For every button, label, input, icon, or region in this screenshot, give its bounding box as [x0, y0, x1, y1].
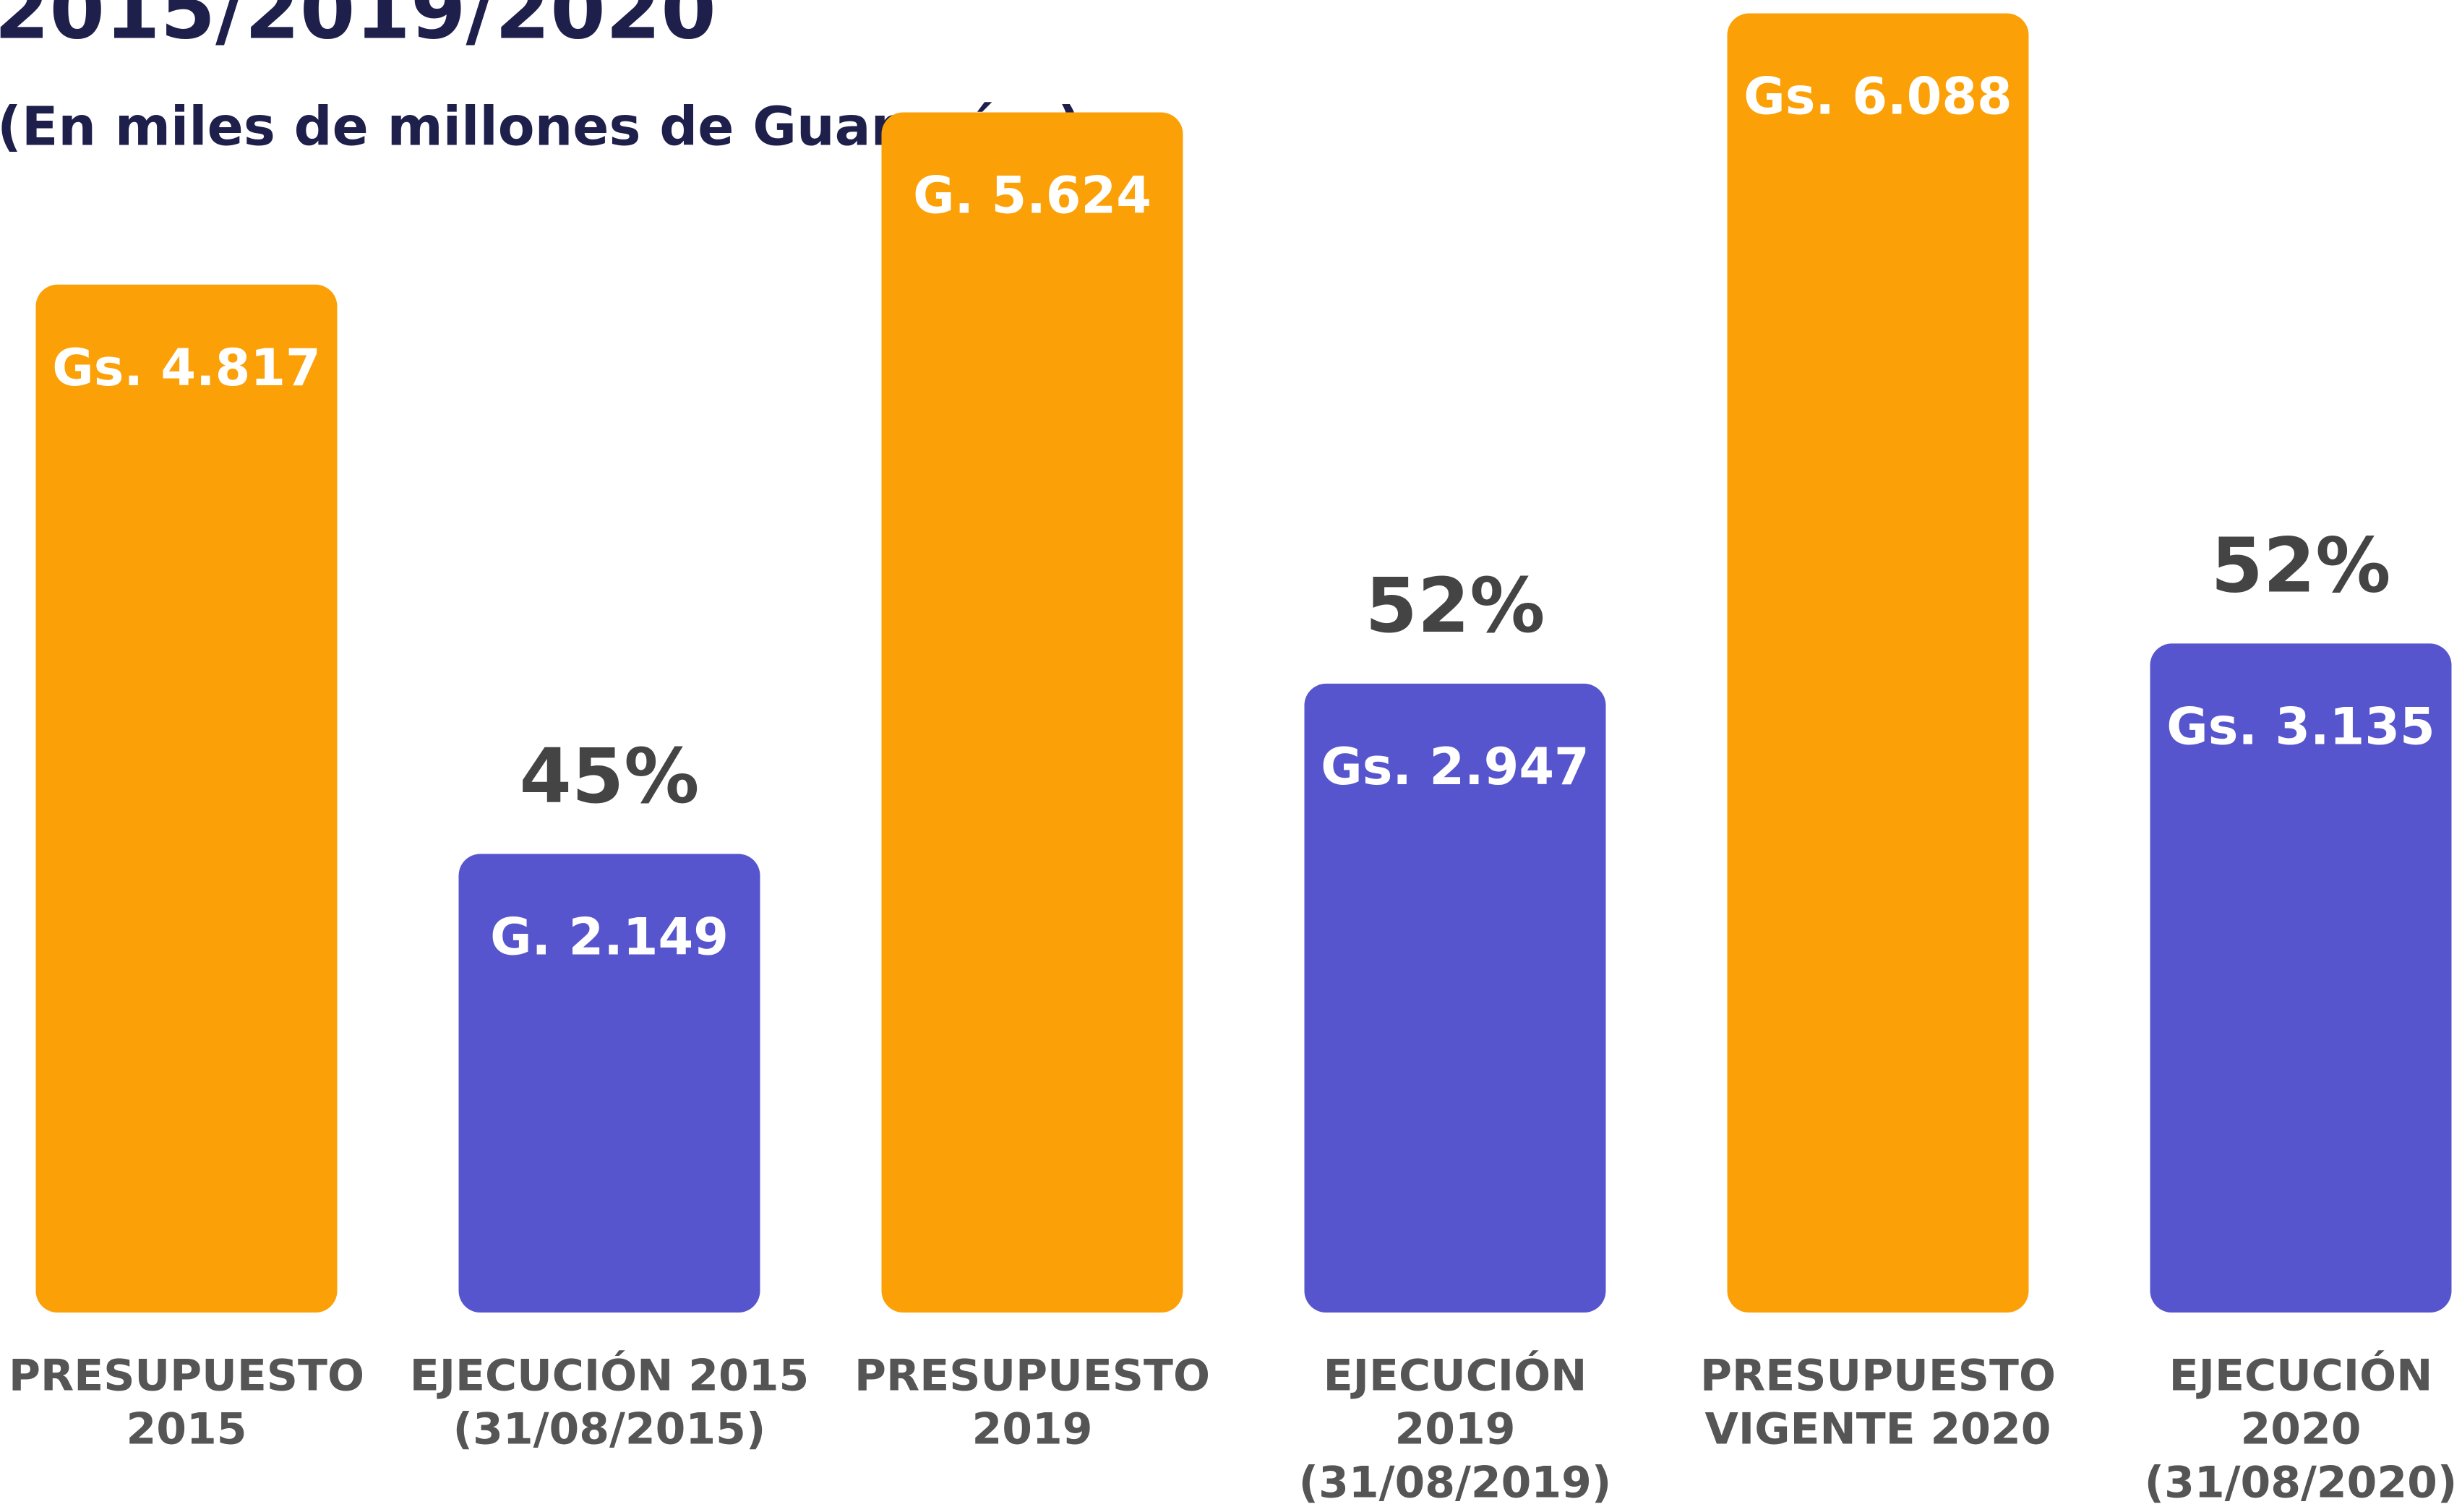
value-label: Gs. 3.135: [2166, 697, 2435, 756]
x-tick-label: (31/08/2019): [1299, 1458, 1612, 1508]
x-tick-label: 2019: [1395, 1404, 1516, 1455]
x-tick-label: PRESUPUESTO: [1700, 1351, 2056, 1401]
bar: [881, 112, 1183, 1313]
x-tick-label: 2015: [126, 1404, 247, 1455]
chart-title: 2015/2019/2020: [0, 0, 716, 56]
value-label: Gs. 6.088: [1743, 67, 2012, 126]
x-tick-label: 2020: [2241, 1404, 2362, 1455]
bar: [2150, 643, 2452, 1313]
percent-annotation: 45%: [520, 732, 700, 820]
x-tick-label: PRESUPUESTO: [9, 1351, 364, 1401]
x-tick-label: (31/08/2020): [2145, 1458, 2458, 1508]
x-tick-label: PRESUPUESTO: [854, 1351, 1210, 1401]
percent-annotation: 52%: [1365, 562, 1545, 650]
value-label: Gs. 4.817: [52, 338, 321, 398]
bar: [1304, 683, 1606, 1313]
bar: [1727, 13, 2029, 1313]
value-label: Gs. 2.947: [1321, 737, 1590, 796]
value-label: G. 2.149: [490, 908, 729, 967]
bar: [458, 854, 760, 1313]
bar: [35, 284, 338, 1313]
value-label: G. 5.624: [913, 166, 1151, 225]
percent-annotation: 52%: [2211, 522, 2391, 610]
x-tick-label: EJECUCIÓN 2015: [410, 1350, 810, 1401]
x-tick-label: EJECUCIÓN: [2169, 1350, 2433, 1401]
x-tick-label: VIGENTE 2020: [1704, 1404, 2051, 1455]
x-tick-label: EJECUCIÓN: [1324, 1350, 1587, 1401]
x-tick-label: 2019: [972, 1404, 1093, 1455]
x-tick-label: (31/08/2015): [453, 1404, 766, 1455]
